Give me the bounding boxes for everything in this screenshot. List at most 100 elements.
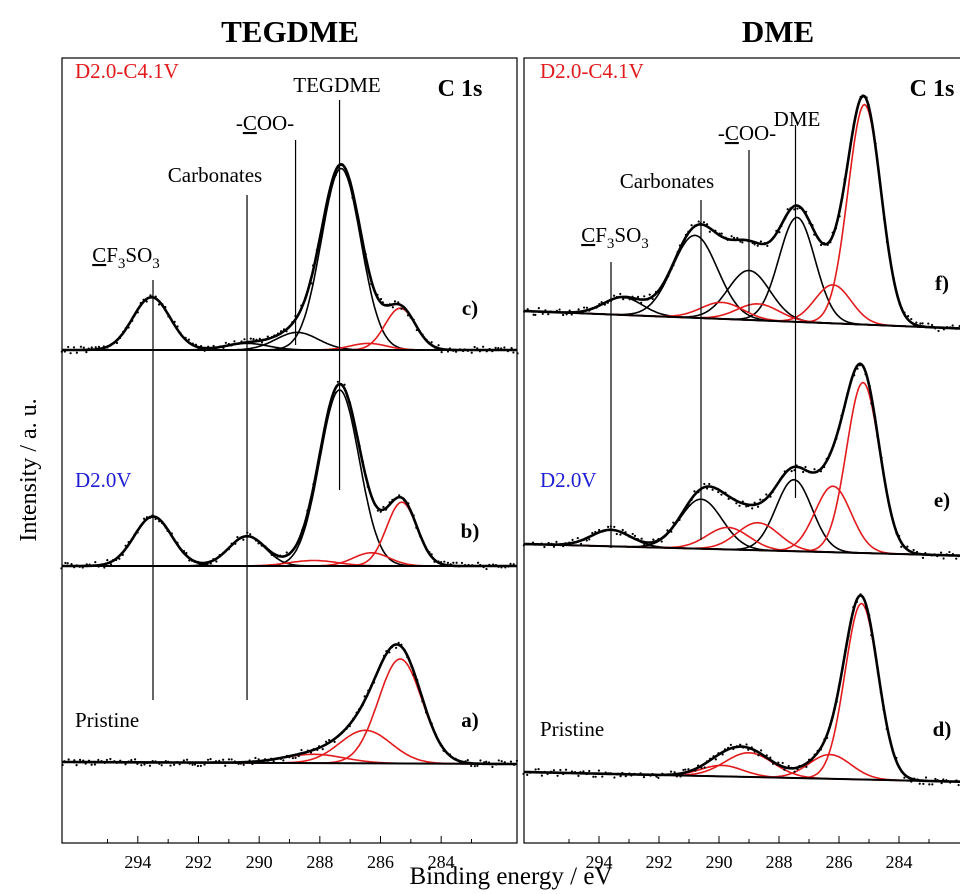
data-point bbox=[367, 689, 370, 692]
data-point bbox=[660, 540, 663, 543]
data-point bbox=[573, 540, 577, 544]
data-point bbox=[714, 229, 717, 232]
data-point bbox=[955, 557, 958, 560]
data-point bbox=[595, 306, 598, 309]
data-point bbox=[889, 738, 892, 742]
x-tick-label: 294 bbox=[124, 852, 151, 872]
data-point bbox=[219, 345, 222, 348]
data-point bbox=[488, 347, 491, 351]
data-point bbox=[702, 221, 706, 224]
data-point bbox=[663, 280, 666, 283]
data-point bbox=[903, 546, 906, 549]
data-point bbox=[951, 324, 954, 327]
data-point bbox=[263, 758, 267, 761]
data-point bbox=[717, 491, 720, 494]
data-point bbox=[309, 751, 313, 754]
data-point bbox=[897, 765, 900, 768]
data-point bbox=[351, 196, 354, 199]
data-point bbox=[111, 559, 114, 562]
data-point bbox=[580, 311, 583, 314]
data-point bbox=[633, 534, 637, 537]
data-point bbox=[500, 760, 503, 763]
data-point bbox=[816, 236, 819, 239]
data-point bbox=[649, 774, 652, 777]
data-point bbox=[802, 764, 805, 767]
data-point bbox=[348, 725, 351, 728]
data-point bbox=[835, 437, 838, 440]
data-point bbox=[230, 758, 233, 761]
data-point bbox=[240, 340, 243, 343]
data-point bbox=[403, 649, 407, 652]
data-point bbox=[97, 565, 100, 568]
data-point bbox=[470, 764, 473, 767]
data-point bbox=[607, 772, 610, 775]
data-point bbox=[648, 543, 652, 546]
data-point bbox=[509, 562, 512, 565]
data-point bbox=[406, 314, 410, 317]
data-point bbox=[473, 345, 476, 349]
peak-marker-label: TEGDME bbox=[293, 73, 381, 97]
data-point bbox=[928, 783, 931, 786]
data-point bbox=[257, 758, 260, 761]
data-point bbox=[745, 743, 748, 746]
data-point bbox=[488, 563, 491, 566]
data-point bbox=[267, 548, 270, 552]
data-point bbox=[166, 529, 169, 533]
data-point bbox=[523, 310, 526, 313]
data-point bbox=[506, 350, 510, 353]
data-point bbox=[194, 343, 198, 346]
data-point bbox=[651, 297, 654, 301]
data-point bbox=[254, 756, 257, 760]
data-point bbox=[294, 756, 297, 760]
data-point bbox=[476, 561, 480, 564]
data-point bbox=[366, 485, 369, 488]
data-point bbox=[97, 758, 100, 762]
data-point bbox=[760, 749, 763, 752]
data-point bbox=[900, 307, 904, 310]
data-point bbox=[891, 750, 895, 753]
data-point bbox=[443, 560, 446, 563]
data-point bbox=[874, 415, 877, 419]
data-point bbox=[471, 564, 474, 567]
data-point bbox=[682, 242, 685, 245]
data-point bbox=[239, 762, 242, 765]
data-point bbox=[373, 503, 376, 506]
data-point bbox=[121, 553, 124, 557]
data-point bbox=[741, 500, 744, 503]
data-point bbox=[179, 548, 182, 551]
data-point bbox=[666, 773, 670, 777]
data-point bbox=[479, 563, 482, 567]
data-point bbox=[643, 295, 646, 298]
data-point bbox=[495, 763, 498, 766]
data-point bbox=[771, 762, 775, 765]
data-point bbox=[778, 231, 781, 234]
data-point bbox=[394, 497, 397, 501]
data-point bbox=[470, 351, 473, 354]
data-point bbox=[724, 491, 727, 494]
data-point bbox=[494, 346, 497, 349]
data-point bbox=[565, 313, 568, 316]
data-point bbox=[567, 771, 570, 775]
data-point bbox=[619, 775, 622, 778]
data-point bbox=[882, 217, 886, 220]
data-point bbox=[222, 551, 225, 555]
data-point bbox=[679, 775, 682, 778]
data-point bbox=[279, 757, 283, 761]
data-point bbox=[439, 744, 442, 747]
data-point bbox=[422, 540, 425, 543]
data-point bbox=[100, 563, 103, 566]
data-point bbox=[196, 348, 200, 351]
data-point bbox=[270, 335, 274, 339]
data-point bbox=[312, 747, 315, 751]
data-point bbox=[864, 606, 868, 609]
data-point bbox=[207, 345, 210, 348]
data-point bbox=[376, 293, 379, 296]
data-point bbox=[799, 466, 802, 469]
core-level-label-dme: C 1s bbox=[910, 76, 955, 102]
data-point bbox=[509, 760, 513, 763]
data-point bbox=[222, 346, 225, 349]
data-point bbox=[206, 562, 209, 565]
data-point bbox=[714, 758, 717, 761]
data-point bbox=[736, 236, 739, 240]
data-point bbox=[364, 475, 368, 478]
